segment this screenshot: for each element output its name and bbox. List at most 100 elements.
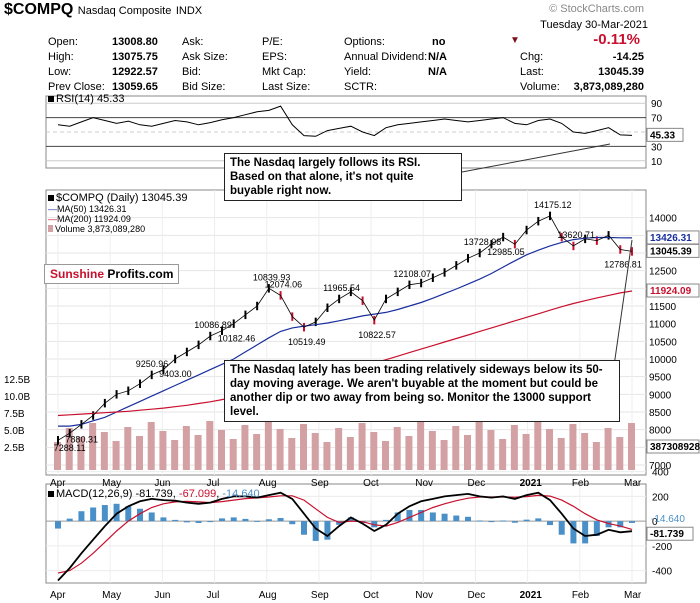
volume-bar [194, 435, 202, 470]
volume-bar [452, 426, 460, 470]
exchange-label: INDX [175, 5, 203, 17]
volume-label: Volume: [520, 81, 560, 93]
volume-bar [487, 430, 495, 470]
macd-histogram-bar [394, 512, 401, 522]
chg-value: -14.25 [612, 51, 644, 63]
macd-histogram-bar [441, 513, 448, 522]
volume-bar [546, 429, 553, 470]
last-price-badge-box [646, 243, 700, 258]
price-annotation: 10519.49 [288, 337, 326, 347]
month-label: Feb [572, 478, 590, 489]
month-label: Nov [415, 478, 433, 489]
logo-part-1: Sunshine [50, 267, 105, 281]
low-label: Low: [48, 66, 72, 78]
macd-histogram-bar [148, 512, 155, 522]
month-label: Apr [50, 478, 66, 489]
ma50-legend: —MA(50) 13426.31 [48, 204, 187, 214]
rsi-swatch [48, 96, 54, 102]
volume-bar [346, 437, 354, 470]
ma200-badge: 11924.09 [650, 286, 692, 297]
macd-histogram-bar [570, 521, 577, 544]
ma200-badge-box [646, 283, 700, 298]
month-label: Jul [207, 478, 220, 489]
price-annotation: 12985.05 [487, 247, 525, 257]
price-legend-swatch [48, 195, 54, 201]
last-label: Last: [520, 66, 544, 78]
macd-histogram-bar [242, 518, 249, 522]
volume-bar [628, 423, 635, 470]
last-size-label: Last Size: [262, 81, 311, 93]
price-tick-label: 9000 [649, 390, 672, 401]
volume-bar [288, 438, 296, 470]
month-label: Mar [624, 478, 642, 489]
volume-bar [311, 433, 319, 470]
macd-histogram-bar [347, 517, 354, 522]
macd-histogram-bar [172, 519, 179, 522]
macd-histogram-bar [90, 507, 97, 522]
macd-line [57, 491, 633, 582]
volume-bar [112, 441, 120, 470]
rsi-level-label: 30 [651, 142, 663, 153]
price-annotation: 10086.89 [194, 320, 232, 330]
high-label: High: [48, 51, 74, 63]
macd-histogram-bar [547, 521, 553, 526]
price-tick-label: 8500 [649, 408, 672, 419]
macd-histogram-bar [312, 521, 319, 541]
macd-histogram-bar [101, 505, 108, 522]
volume-legend-swatch [48, 225, 53, 232]
volume-bar [218, 430, 225, 470]
macd-badge: -81.739 [650, 529, 684, 540]
macd-histogram-bar [301, 521, 307, 535]
volume-bar [358, 423, 366, 470]
price-callout: The Nasdaq lately has been trading relat… [224, 360, 620, 422]
price-tick-label: 11000 [649, 320, 677, 331]
rsi-level-label: 10 [651, 157, 663, 168]
month-label: Sep [311, 478, 329, 489]
price-annotation: 10182.46 [218, 334, 256, 344]
rsi-level-label: 70 [651, 114, 663, 125]
volume-tick-label: 2.5B [4, 443, 25, 454]
ma50-badge: 13426.31 [650, 233, 692, 244]
volume-bar [124, 427, 132, 470]
macd-histogram-bar [113, 503, 120, 522]
price-tick-label: 12500 [649, 267, 677, 278]
price-annotation: 7288.11 [54, 443, 86, 453]
price-legend-title: $COMPQ (Daily) 13045.39 [48, 192, 187, 204]
month-label: Jun [154, 478, 170, 489]
volume-value: 3,873,089,280 [573, 81, 644, 93]
dividend-label: Annual Dividend: [344, 51, 428, 63]
macd-histogram-bar [465, 516, 471, 522]
volume-bar [253, 434, 261, 470]
month-label-bottom: 2021 [520, 590, 543, 601]
logo-part-2: Profits [104, 267, 146, 281]
pe-label: P/E: [262, 36, 283, 48]
macd-legend-value: -81.739 [135, 488, 173, 500]
month-label-bottom: Mar [624, 590, 642, 601]
volume-bar [464, 435, 471, 470]
macd-histogram-bar [605, 521, 612, 528]
price-annotation: 10822.57 [358, 330, 396, 340]
last-price-badge: 13045.39 [650, 246, 692, 257]
month-label-bottom: Oct [363, 590, 379, 601]
macd-histogram-bar [617, 521, 624, 528]
macd-histogram-bar [55, 521, 61, 529]
volume-bar [569, 424, 577, 470]
macd-tick-label: 200 [652, 492, 669, 503]
rsi-level-label: 90 [651, 99, 663, 110]
volume-bar [89, 423, 97, 470]
macd-legend-hist: -14.640 [222, 488, 260, 500]
volume-bar [475, 421, 483, 470]
price-annotation: 9403.00 [159, 369, 192, 379]
volume-bar [616, 437, 624, 470]
macd-hist-badge: -14.640 [651, 514, 685, 525]
volume-bar [241, 425, 249, 470]
volume-bar [206, 421, 214, 470]
eps-label: EPS: [262, 51, 288, 63]
volume-tick-label: 12.5B [4, 375, 30, 386]
rsi-legend: RSI(14) 45.33 [48, 93, 124, 105]
price-callout-pointer [611, 239, 633, 381]
sctr-label: SCTR: [344, 81, 377, 93]
watermark: © StockCharts.com [549, 3, 644, 15]
month-label: Dec [467, 478, 485, 489]
